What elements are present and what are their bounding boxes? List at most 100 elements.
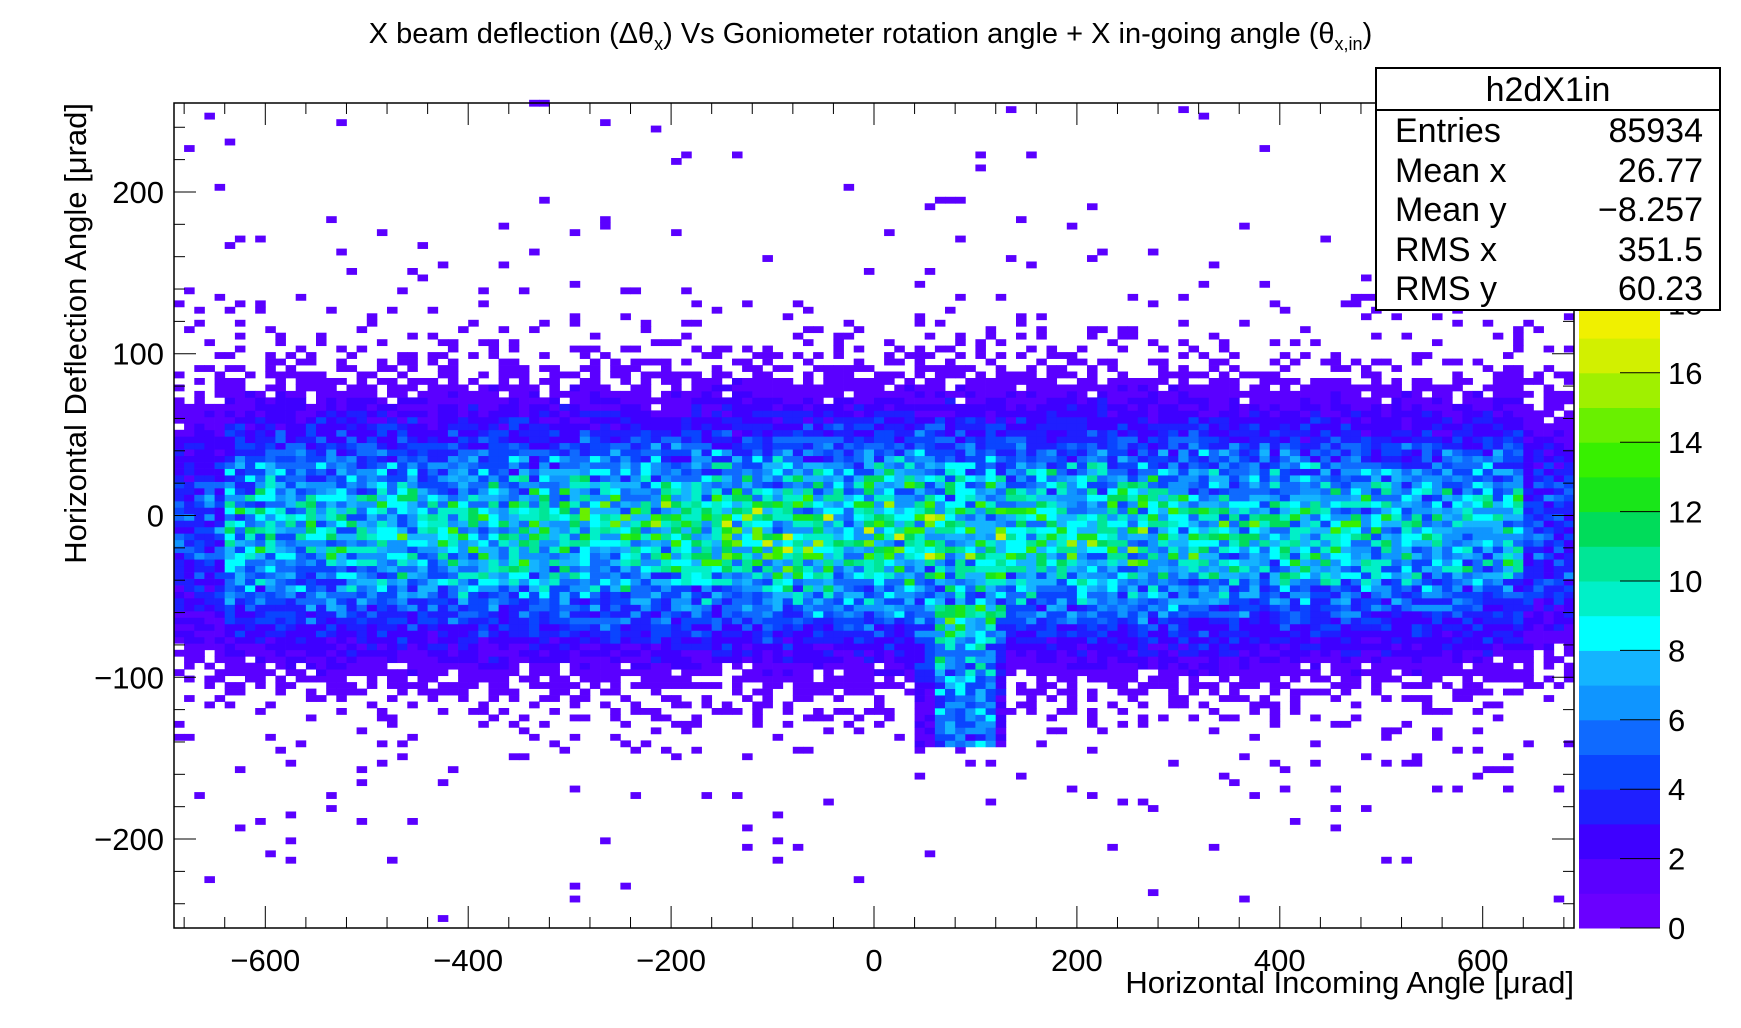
heatmap-cell bbox=[539, 552, 550, 560]
heatmap-cell bbox=[427, 475, 439, 482]
heatmap-cell bbox=[224, 397, 236, 405]
heatmap-cell bbox=[823, 682, 834, 689]
heatmap-cell bbox=[255, 630, 266, 638]
heatmap-cell bbox=[934, 442, 946, 450]
heatmap-cell bbox=[671, 384, 682, 392]
heatmap-cell bbox=[417, 455, 429, 463]
heatmap-cell bbox=[640, 526, 652, 534]
heatmap-cell bbox=[985, 390, 997, 398]
heatmap-cell bbox=[650, 520, 662, 528]
heatmap-cell bbox=[732, 526, 743, 534]
heatmap-cell bbox=[721, 468, 733, 476]
heatmap-cell bbox=[1117, 559, 1129, 567]
heatmap-cell bbox=[661, 520, 672, 528]
heatmap-cell bbox=[458, 662, 469, 670]
heatmap-cell bbox=[387, 475, 398, 482]
heatmap-cell bbox=[874, 591, 885, 599]
heatmap-cell bbox=[711, 371, 723, 379]
heatmap-cell bbox=[204, 572, 215, 579]
heatmap-cell bbox=[721, 656, 733, 664]
heatmap-cell bbox=[417, 688, 429, 696]
heatmap-cell bbox=[762, 682, 773, 689]
heatmap-cell bbox=[437, 449, 449, 457]
heatmap-cell bbox=[468, 507, 479, 515]
heatmap-cell bbox=[336, 643, 347, 651]
heatmap-cell bbox=[356, 500, 368, 508]
heatmap-cell bbox=[782, 546, 794, 554]
heatmap-cell bbox=[945, 365, 956, 372]
heatmap-cell bbox=[1026, 539, 1037, 547]
heatmap-cell bbox=[1076, 623, 1088, 631]
heatmap-cell bbox=[752, 546, 763, 554]
heatmap-cell bbox=[661, 494, 672, 502]
heatmap-cell bbox=[843, 397, 855, 405]
heatmap-cell bbox=[417, 242, 429, 249]
heatmap-cell bbox=[1087, 720, 1098, 728]
heatmap-cell bbox=[376, 500, 388, 508]
heatmap-cell bbox=[387, 384, 398, 392]
heatmap-cell bbox=[630, 410, 642, 418]
heatmap-cell bbox=[305, 500, 317, 508]
heatmap-cell bbox=[691, 623, 702, 631]
heatmap-cell bbox=[346, 520, 358, 528]
heatmap-cell bbox=[316, 455, 327, 463]
heatmap-cell bbox=[630, 442, 642, 450]
heatmap-cell bbox=[387, 423, 398, 431]
heatmap-cell bbox=[569, 513, 581, 521]
heatmap-cell bbox=[569, 313, 581, 321]
heatmap-cell bbox=[945, 403, 956, 411]
heatmap-cell bbox=[661, 365, 672, 372]
heatmap-cell bbox=[975, 384, 986, 392]
heatmap-cell bbox=[376, 378, 388, 385]
heatmap-cell bbox=[407, 513, 418, 521]
heatmap-cell bbox=[1046, 429, 1058, 437]
heatmap-cell bbox=[600, 488, 611, 495]
heatmap-cell bbox=[508, 410, 520, 418]
heatmap-cell bbox=[204, 475, 215, 482]
heatmap-cell bbox=[1076, 429, 1088, 437]
heatmap-cell bbox=[1036, 416, 1047, 424]
heatmap-cell bbox=[955, 598, 966, 605]
heatmap-cell bbox=[1117, 539, 1129, 547]
heatmap-cell bbox=[376, 759, 388, 767]
heatmap-cell bbox=[427, 617, 439, 625]
heatmap-cell bbox=[640, 675, 652, 683]
heatmap-cell bbox=[924, 268, 936, 275]
heatmap-cell bbox=[985, 429, 997, 437]
heatmap-cell bbox=[1087, 513, 1098, 521]
heatmap-cell bbox=[549, 416, 560, 424]
heatmap-cell bbox=[813, 565, 824, 573]
heatmap-cell bbox=[234, 636, 246, 644]
heatmap-cell bbox=[407, 384, 418, 392]
heatmap-cell bbox=[245, 429, 256, 437]
heatmap-cell bbox=[975, 740, 986, 748]
heatmap-cell bbox=[255, 539, 266, 547]
heatmap-cell bbox=[894, 610, 905, 618]
heatmap-cell bbox=[1026, 656, 1037, 664]
heatmap-cell bbox=[752, 403, 763, 411]
heatmap-cell bbox=[1026, 669, 1037, 677]
heatmap-cell bbox=[275, 416, 286, 424]
heatmap-cell bbox=[397, 455, 408, 463]
heatmap-cell bbox=[508, 552, 520, 560]
heatmap-cell bbox=[955, 546, 966, 554]
heatmap-cell bbox=[397, 572, 408, 579]
heatmap-cell bbox=[894, 578, 905, 586]
heatmap-cell bbox=[407, 552, 418, 560]
heatmap-cell bbox=[945, 455, 956, 463]
heatmap-cell bbox=[924, 416, 936, 424]
heatmap-cell bbox=[1117, 617, 1129, 625]
heatmap-cell bbox=[945, 410, 956, 418]
heatmap-cell bbox=[1107, 546, 1118, 554]
heatmap-cell bbox=[387, 559, 398, 567]
heatmap-cell bbox=[661, 559, 672, 567]
heatmap-cell bbox=[650, 675, 662, 683]
heatmap-cell bbox=[326, 688, 337, 696]
heatmap-cell bbox=[813, 494, 824, 502]
heatmap-cell bbox=[447, 598, 459, 605]
heatmap-cell bbox=[975, 390, 986, 398]
heatmap-cell bbox=[762, 455, 773, 463]
heatmap-cell bbox=[579, 488, 591, 495]
heatmap-cell bbox=[1107, 843, 1118, 851]
heatmap-cell bbox=[366, 449, 378, 457]
